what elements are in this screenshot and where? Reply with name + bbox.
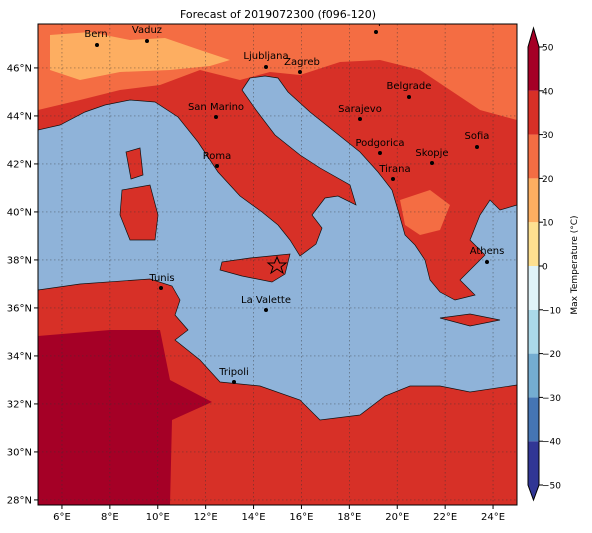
city-label: San Marino [188,102,244,113]
colorbar-tick-label: 40 [542,87,554,97]
city-label: Skopje [415,148,448,159]
city-dot [264,308,268,312]
x-tick-label: 22°E [433,512,457,523]
city-dot [298,70,302,74]
city-label: Podgorica [355,138,404,149]
y-tick-label: 36°N [7,303,32,314]
x-tick-label: 8°E [101,512,119,523]
y-tick-label: 46°N [7,63,32,74]
city-label: Sofia [465,131,490,142]
city-dot [214,115,218,119]
colorbar-tick-label: −10 [542,306,561,316]
city-dot [407,95,411,99]
colorbar-swatch [528,134,539,179]
colorbar-tick-label: 20 [542,175,554,185]
colorbar-swatch [528,90,539,135]
y-tick-label: 44°N [7,111,32,122]
colorbar-swatch [528,47,539,91]
warm-zone [400,190,450,235]
map-frame [37,23,518,506]
city-dot [485,260,489,264]
city-label: Zagreb [284,57,320,68]
colorbar-swatch [528,353,539,398]
city-label: Roma [203,151,232,162]
city-dot [145,39,149,43]
y-tick-label: 38°N [7,255,32,266]
city-label: Bern [84,29,107,40]
y-tick-label: 30°N [7,447,32,458]
x-tick-label: 14°E [242,512,266,523]
land-crete [439,313,501,327]
city-dot [391,177,395,181]
colorbar-tick-label: −30 [542,394,561,404]
x-tick-label: 10°E [146,512,170,523]
city-dot [358,117,362,121]
y-tick-label: 40°N [7,207,32,218]
colorbar-swatch [528,441,539,485]
colorbar-tick-label: 30 [542,131,554,141]
colorbar-swatch [528,309,539,354]
colorbar-swatch [528,266,539,310]
colorbar-label: Max Temperature (°C) [570,215,580,314]
land-corsica [125,147,144,180]
city-label: Sarajevo [338,104,382,115]
colorbar-tick-label: −40 [542,438,561,448]
colorbar-tick-label: −20 [542,350,561,360]
land-sicily [219,253,291,283]
colorbar-tick-label: 0 [542,263,548,273]
colorbar-extend [528,28,539,47]
city-label: Belgrade [387,81,432,92]
colorbar-swatch [528,397,539,442]
city-label: Tirana [378,164,410,175]
city-dot [264,65,268,69]
y-tick-label: 42°N [7,159,32,170]
y-tick-label: 32°N [7,399,32,410]
title: Forecast of 2019072300 (f096-120) [180,8,376,21]
colorbar-extend [528,485,539,500]
colorbar-swatch [528,222,539,266]
x-tick-label: 16°E [289,512,313,523]
city-dot [159,286,163,290]
hot-zone [38,330,212,505]
x-tick-label: 20°E [385,512,409,523]
city-label: La Valette [241,295,291,306]
x-tick-label: 6°E [53,512,71,523]
city-dot [378,151,382,155]
city-dot [374,30,378,34]
city-dot [232,380,236,384]
city-dot [215,164,219,168]
city-dot [95,43,99,47]
land-sardinia [119,184,159,241]
city-label: Tripoli [218,367,249,378]
city-label: Budapest [352,16,399,27]
city-label: Ljubljana [243,51,288,62]
city-dot [475,145,479,149]
city-dot [430,161,434,165]
city-label: Vaduz [132,25,162,36]
colorbar-tick-label: 10 [542,219,554,229]
x-tick-label: 18°E [337,512,361,523]
colorbar-tick-label: −50 [542,482,561,492]
x-tick-label: 12°E [194,512,218,523]
colorbar-tick-label: 50 [542,44,554,54]
city-label: Athens [470,246,505,257]
star-marker [266,255,288,275]
y-tick-label: 34°N [7,351,32,362]
city-label: Tunis [148,273,174,284]
y-tick-label: 28°N [7,495,32,506]
colorbar-swatch [528,178,539,223]
x-tick-label: 24°E [481,512,505,523]
